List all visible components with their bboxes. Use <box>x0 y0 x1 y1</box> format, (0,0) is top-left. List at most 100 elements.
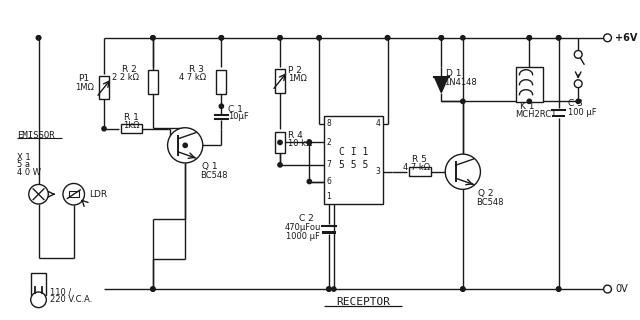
Text: RECEPTOR: RECEPTOR <box>336 297 390 307</box>
Circle shape <box>151 36 155 40</box>
Circle shape <box>151 36 155 40</box>
Text: R 1: R 1 <box>124 114 139 123</box>
Circle shape <box>445 154 481 189</box>
Text: 1000 μF: 1000 μF <box>285 232 319 241</box>
Text: MCH2RC1: MCH2RC1 <box>515 109 556 118</box>
Text: R 3: R 3 <box>189 65 204 74</box>
Circle shape <box>461 287 465 291</box>
Text: C 3: C 3 <box>568 99 583 108</box>
Circle shape <box>220 36 223 40</box>
Circle shape <box>151 287 155 291</box>
Text: 10 kΩ: 10 kΩ <box>288 139 312 148</box>
Text: C 1: C 1 <box>228 105 243 114</box>
Circle shape <box>278 36 282 40</box>
Circle shape <box>527 36 531 40</box>
Text: 470μFou: 470μFou <box>284 223 321 232</box>
Circle shape <box>36 36 41 40</box>
Circle shape <box>31 292 46 308</box>
Text: 6: 6 <box>326 177 332 186</box>
Text: BC548: BC548 <box>477 197 504 206</box>
Circle shape <box>278 163 282 167</box>
Text: +6V: +6V <box>615 33 637 43</box>
Text: 220 V.C.A.: 220 V.C.A. <box>51 295 93 304</box>
Text: X 1: X 1 <box>17 153 31 162</box>
Circle shape <box>220 104 223 108</box>
Text: C I 1: C I 1 <box>339 147 368 157</box>
Text: R 4: R 4 <box>288 131 303 140</box>
Bar <box>31 273 46 295</box>
Circle shape <box>220 36 223 40</box>
Bar <box>121 124 142 133</box>
Bar <box>552 115 566 117</box>
Bar <box>409 167 431 176</box>
Text: 4 7 kΩ: 4 7 kΩ <box>179 73 207 82</box>
Text: 1MΩ: 1MΩ <box>288 74 307 83</box>
Bar <box>322 231 336 234</box>
Circle shape <box>557 36 561 40</box>
Text: 7: 7 <box>326 160 332 169</box>
Circle shape <box>36 36 41 40</box>
Text: BC548: BC548 <box>200 171 227 180</box>
Bar <box>99 76 109 100</box>
Circle shape <box>327 287 331 291</box>
Circle shape <box>557 287 561 291</box>
Text: P 2: P 2 <box>288 66 301 75</box>
Bar <box>69 191 79 197</box>
Circle shape <box>317 36 321 40</box>
Circle shape <box>439 36 444 40</box>
Circle shape <box>151 287 155 291</box>
Circle shape <box>385 36 390 40</box>
Text: 0V: 0V <box>615 284 628 294</box>
Circle shape <box>557 36 561 40</box>
Circle shape <box>307 140 312 145</box>
Text: 4: 4 <box>375 119 380 128</box>
Circle shape <box>385 36 390 40</box>
Circle shape <box>604 34 611 42</box>
Text: K 1: K 1 <box>520 102 534 111</box>
Circle shape <box>604 285 611 293</box>
Text: Q 2: Q 2 <box>479 189 494 198</box>
Bar <box>516 67 543 102</box>
Circle shape <box>278 140 282 145</box>
Text: 5 5 5: 5 5 5 <box>339 160 368 170</box>
Bar <box>148 70 158 93</box>
Circle shape <box>576 99 580 103</box>
Bar <box>275 132 285 153</box>
Bar <box>324 116 383 204</box>
Text: 1kΩ: 1kΩ <box>123 121 140 130</box>
Text: 8: 8 <box>326 119 332 128</box>
Circle shape <box>278 36 282 40</box>
Circle shape <box>461 99 465 103</box>
Text: 1N4148: 1N4148 <box>444 78 477 87</box>
Circle shape <box>168 128 203 163</box>
Circle shape <box>29 184 48 204</box>
Text: 1: 1 <box>326 192 332 201</box>
Circle shape <box>527 36 531 40</box>
Text: EMISSOR: EMISSOR <box>17 131 54 140</box>
Text: R 2: R 2 <box>122 65 137 74</box>
Text: 4 0 W: 4 0 W <box>17 168 41 177</box>
Text: R 5: R 5 <box>412 156 428 164</box>
Circle shape <box>461 287 465 291</box>
Text: Q 1: Q 1 <box>202 162 218 171</box>
Text: 4,7 kΩ: 4,7 kΩ <box>403 163 431 172</box>
Text: C 2: C 2 <box>299 214 314 223</box>
Text: 1MΩ: 1MΩ <box>75 83 93 92</box>
Text: 100 μF: 100 μF <box>568 108 597 116</box>
Text: 10μF: 10μF <box>228 113 249 122</box>
Circle shape <box>557 287 561 291</box>
Circle shape <box>574 51 582 58</box>
Circle shape <box>527 99 531 103</box>
Text: 5 a: 5 a <box>17 160 30 169</box>
Circle shape <box>439 36 444 40</box>
Text: 110 /: 110 / <box>51 287 72 297</box>
Circle shape <box>574 80 582 88</box>
Circle shape <box>307 179 312 184</box>
Text: D 1: D 1 <box>446 69 461 78</box>
Text: 3: 3 <box>375 167 380 176</box>
Text: 2: 2 <box>326 138 332 147</box>
Circle shape <box>63 183 84 205</box>
Circle shape <box>102 127 106 131</box>
Bar <box>216 70 227 93</box>
Polygon shape <box>435 77 448 92</box>
